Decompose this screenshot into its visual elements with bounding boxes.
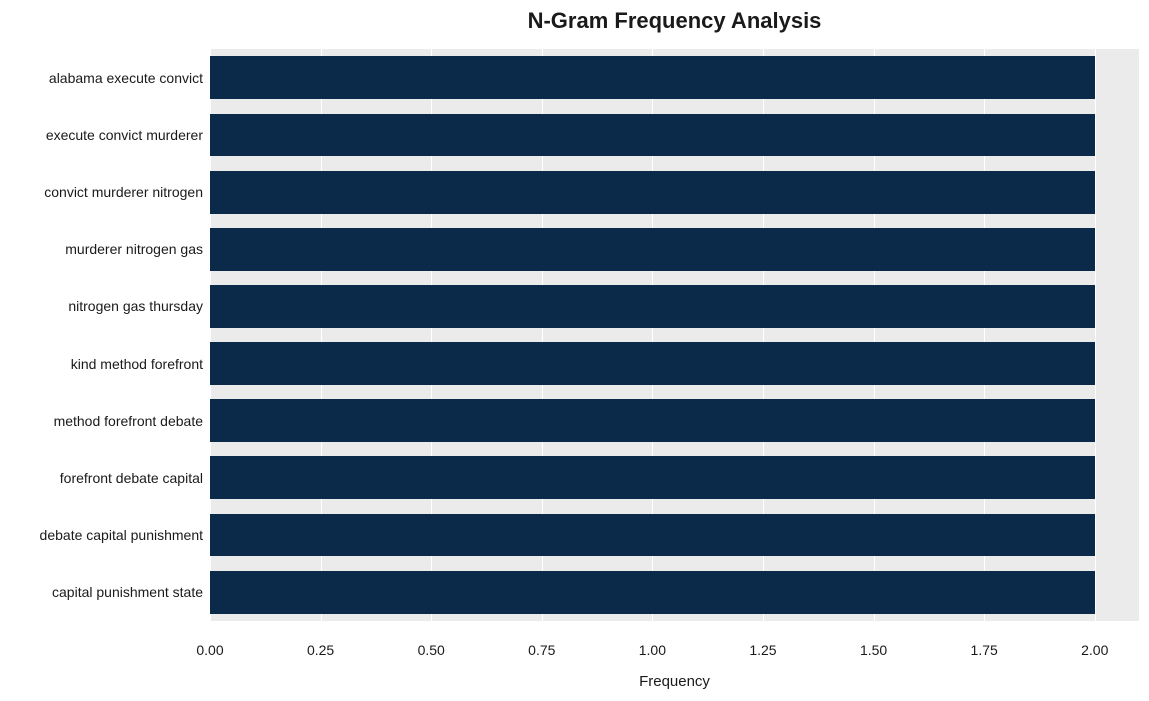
chart-title: N-Gram Frequency Analysis — [210, 8, 1139, 34]
y-tick-label: forefront debate capital — [60, 470, 203, 486]
x-tick-label: 0.00 — [196, 642, 223, 658]
x-axis-label: Frequency — [210, 673, 1139, 690]
x-tick-label: 1.25 — [749, 642, 776, 658]
bar — [210, 228, 1095, 271]
y-tick-label: nitrogen gas thursday — [68, 298, 203, 314]
x-tick-label: 2.00 — [1081, 642, 1108, 658]
chart-container: N-Gram Frequency Analysis Frequency alab… — [0, 0, 1149, 701]
y-tick-label: kind method forefront — [71, 356, 203, 372]
y-tick-label: debate capital punishment — [40, 527, 203, 543]
y-tick-label: convict murderer nitrogen — [44, 184, 203, 200]
y-tick-label: capital punishment state — [52, 584, 203, 600]
x-tick-label: 0.50 — [418, 642, 445, 658]
y-tick-label: murderer nitrogen gas — [65, 241, 203, 257]
bar — [210, 514, 1095, 557]
plot-area — [210, 35, 1139, 635]
bar — [210, 285, 1095, 328]
x-tick-label: 0.75 — [528, 642, 555, 658]
x-tick-label: 1.00 — [639, 642, 666, 658]
bar — [210, 342, 1095, 385]
x-tick-label: 1.50 — [860, 642, 887, 658]
x-tick-label: 1.75 — [971, 642, 998, 658]
bar — [210, 171, 1095, 214]
bar — [210, 456, 1095, 499]
y-tick-label: method forefront debate — [54, 413, 203, 429]
bar — [210, 56, 1095, 99]
bar — [210, 399, 1095, 442]
y-tick-label: execute convict murderer — [46, 127, 203, 143]
bar — [210, 571, 1095, 614]
x-tick-label: 0.25 — [307, 642, 334, 658]
grid-line — [1095, 35, 1096, 635]
bar — [210, 114, 1095, 157]
y-tick-label: alabama execute convict — [49, 70, 203, 86]
